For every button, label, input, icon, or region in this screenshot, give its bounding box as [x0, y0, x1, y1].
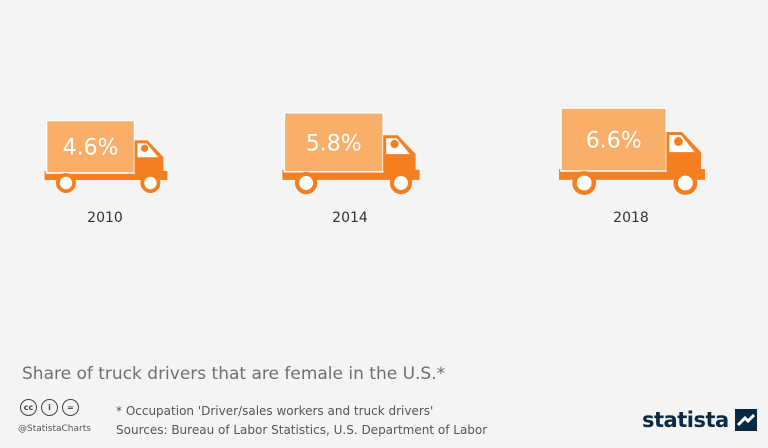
value-bar-2014 — [283, 112, 384, 173]
wheel-hub — [144, 176, 157, 190]
value-label-2010: 4.6% — [63, 136, 119, 161]
value-label-2014: 5.8% — [306, 131, 362, 156]
value-label-2018: 6.6% — [586, 129, 642, 154]
license-icons: cc i = — [20, 399, 79, 416]
no-derivatives-icon: = — [62, 399, 79, 416]
category-label-2014: 2014 — [332, 210, 368, 226]
chart-title: Share of truck drivers that are female i… — [22, 364, 446, 384]
driver-icon — [390, 139, 399, 149]
sources-note: Sources: Bureau of Labor Statistics, U.S… — [116, 423, 488, 437]
wheel-hub — [394, 176, 408, 190]
wheel-hub — [299, 176, 314, 190]
value-bar-2018 — [560, 107, 668, 172]
attribution-icon: i — [41, 399, 58, 416]
wheel-hub — [576, 175, 592, 191]
creative-commons-icon: cc — [20, 399, 37, 416]
category-label-2018: 2018 — [613, 210, 649, 226]
truck-2018: 6.6% 2018 — [559, 107, 705, 226]
truck-chassis — [44, 171, 168, 181]
wheel-hub — [59, 176, 73, 190]
footnotes: * Occupation 'Driver/sales workers and t… — [116, 402, 487, 440]
value-bar-2010 — [45, 119, 136, 174]
statista-logo: statista — [642, 408, 757, 432]
truck-chassis — [282, 169, 420, 180]
wheel-hub — [677, 175, 693, 191]
truck-2010: 4.6% 2010 — [44, 119, 168, 226]
occupation-note: * Occupation 'Driver/sales workers and t… — [116, 404, 434, 418]
social-handle: @StatistaCharts — [18, 424, 91, 434]
brand-wordmark: statista — [642, 408, 729, 432]
statista-mark-icon — [734, 409, 757, 431]
driver-icon — [674, 137, 683, 146]
category-label-2010: 2010 — [87, 210, 123, 226]
truck-2014: 5.8% 2014 — [282, 112, 420, 226]
driver-icon — [140, 144, 149, 152]
truck-chassis — [559, 169, 705, 180]
chart-area: 4.6% 2010 5.8% 2014 6.6% 2018 — [44, 107, 705, 226]
